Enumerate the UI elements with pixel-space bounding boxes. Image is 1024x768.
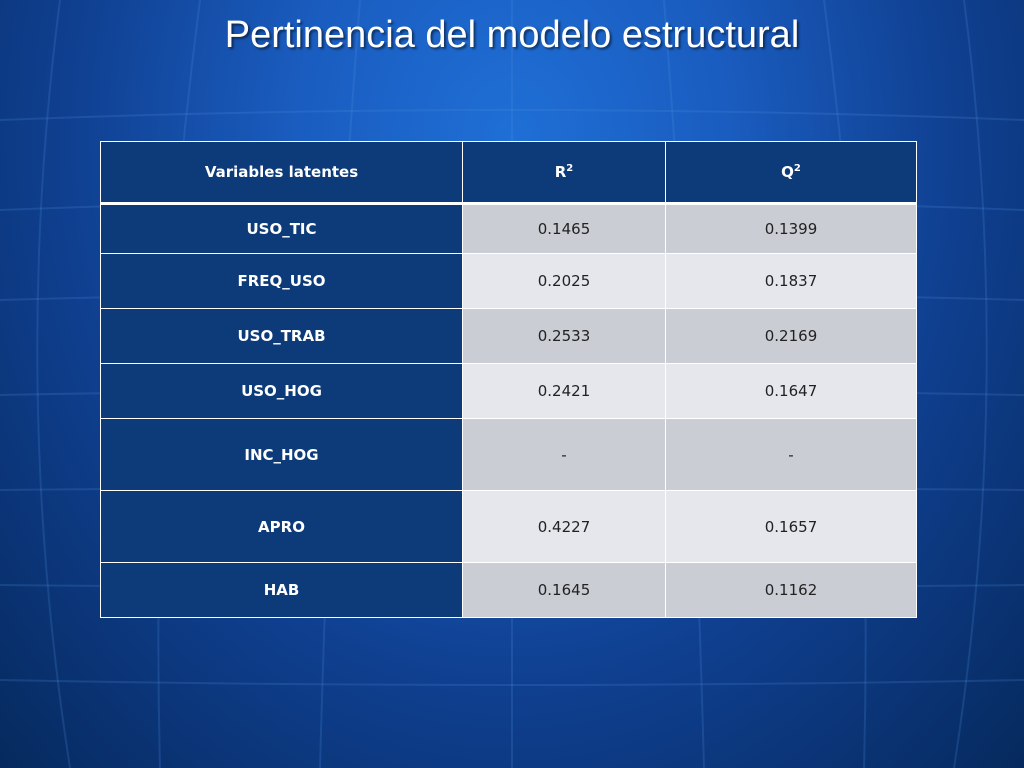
- header-r2-base: R: [554, 163, 567, 181]
- header-variables-latentes: Variables latentes: [100, 141, 463, 205]
- row-q2: 0.1837: [665, 253, 917, 309]
- table-row: INC_HOG - -: [100, 418, 917, 491]
- table-row: USO_HOG 0.2421 0.1647: [100, 363, 917, 419]
- row-r2: 0.4227: [462, 490, 666, 563]
- slide-title: Pertinencia del modelo estructural: [224, 14, 800, 56]
- row-variable: FREQ_USO: [100, 253, 463, 309]
- header-r2: R2: [462, 141, 666, 205]
- table-row: FREQ_USO 0.2025 0.1837: [100, 253, 917, 309]
- table-header-row: Variables latentes R2 Q2: [100, 141, 917, 205]
- row-variable: USO_HOG: [100, 363, 463, 419]
- header-q2: Q2: [665, 141, 917, 205]
- row-variable: USO_TIC: [100, 203, 463, 254]
- row-r2: 0.1645: [462, 562, 666, 618]
- row-variable: APRO: [100, 490, 463, 563]
- row-r2: 0.1465: [462, 203, 666, 254]
- results-table: Variables latentes R2 Q2 USO_TIC 0.1465 …: [100, 141, 917, 618]
- row-variable: HAB: [100, 562, 463, 618]
- header-r2-sup: 2: [566, 163, 574, 174]
- row-variable: USO_TRAB: [100, 308, 463, 364]
- header-q2-base: Q: [781, 163, 794, 181]
- row-r2: -: [462, 418, 666, 491]
- row-q2: 0.1647: [665, 363, 917, 419]
- header-q2-sup: 2: [793, 163, 801, 174]
- row-q2: 0.1162: [665, 562, 917, 618]
- row-r2: 0.2421: [462, 363, 666, 419]
- row-q2: -: [665, 418, 917, 491]
- row-variable: INC_HOG: [100, 418, 463, 491]
- row-q2: 0.2169: [665, 308, 917, 364]
- table-row: USO_TIC 0.1465 0.1399: [100, 203, 917, 254]
- table-row: HAB 0.1645 0.1162: [100, 562, 917, 618]
- row-q2: 0.1399: [665, 203, 917, 254]
- row-r2: 0.2533: [462, 308, 666, 364]
- table-row: USO_TRAB 0.2533 0.2169: [100, 308, 917, 364]
- table-row: APRO 0.4227 0.1657: [100, 490, 917, 563]
- row-q2: 0.1657: [665, 490, 917, 563]
- row-r2: 0.2025: [462, 253, 666, 309]
